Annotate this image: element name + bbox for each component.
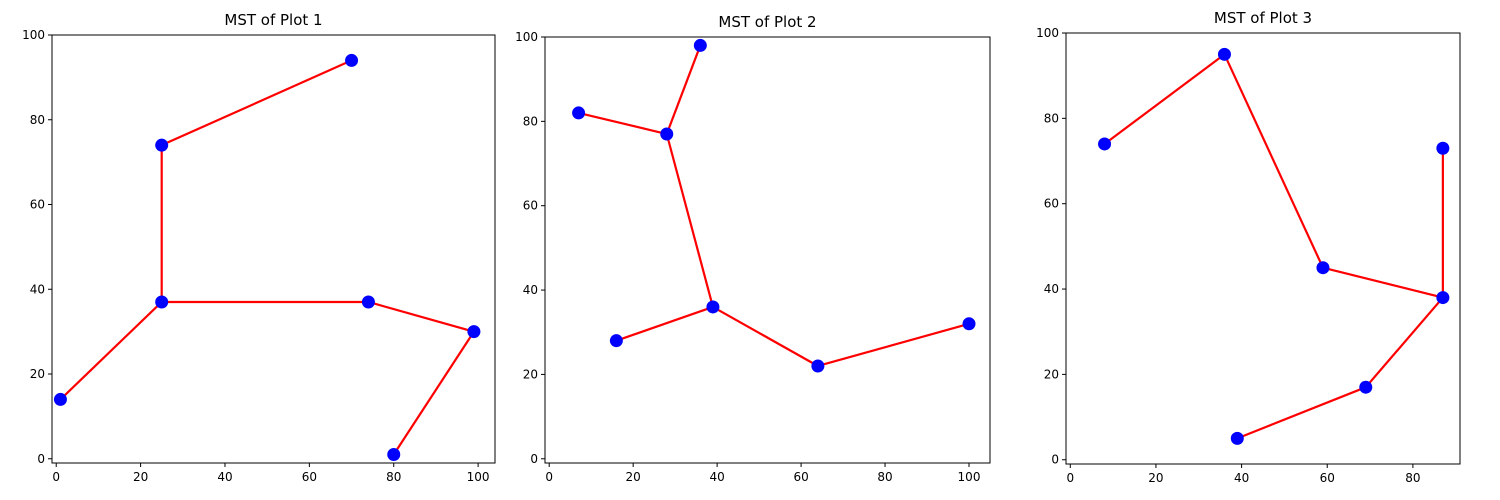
axes-frame <box>544 36 991 464</box>
x-tick-label: 20 <box>133 470 148 484</box>
x-tick-label: 60 <box>302 470 317 484</box>
x-tick-label: 40 <box>217 470 232 484</box>
mst-edge <box>665 45 702 135</box>
x-tick-label: 60 <box>793 470 808 484</box>
mst-edge <box>368 300 475 333</box>
mst-edge <box>1364 296 1444 388</box>
mst-edge <box>712 305 819 367</box>
y-tick-label: 40 <box>1044 282 1059 296</box>
data-point <box>1230 431 1244 445</box>
y-tick-label: 0 <box>37 452 45 466</box>
mst-edge <box>1322 266 1444 299</box>
y-tick-label: 0 <box>530 452 538 466</box>
x-tick-label: 20 <box>626 470 641 484</box>
x-tick-label: 40 <box>709 470 724 484</box>
x-tick-label: 80 <box>1405 471 1420 485</box>
x-tick-label: 100 <box>958 470 981 484</box>
mst-edge <box>392 331 475 456</box>
y-tick-label: 20 <box>523 367 538 381</box>
data-point <box>387 448 401 462</box>
x-tick-label: 80 <box>877 470 892 484</box>
y-tick-label: 80 <box>30 113 45 127</box>
x-tick-label: 0 <box>1066 471 1074 485</box>
mst-edge <box>1223 53 1324 269</box>
mst-edge <box>161 59 353 147</box>
x-tick-label: 0 <box>545 470 553 484</box>
mst-edge <box>817 322 970 368</box>
x-tick-label: 40 <box>1234 471 1249 485</box>
data-point <box>962 317 976 331</box>
chart-panel-3: MST of Plot 3 0 20 40 60 80 0 20 40 60 80 100 <box>1036 9 1461 485</box>
data-point <box>1436 141 1450 155</box>
x-tick-label: 0 <box>52 470 60 484</box>
data-point <box>693 38 707 52</box>
x-tick-label: 20 <box>1148 471 1163 485</box>
data-point <box>155 295 169 309</box>
y-tick-label: 20 <box>30 367 45 381</box>
chart-title: MST of Plot 2 <box>718 13 816 31</box>
data-point <box>1436 291 1450 305</box>
data-point <box>1098 137 1112 151</box>
y-tick-label: 100 <box>22 28 45 42</box>
y-tick-label: 60 <box>523 199 538 213</box>
x-tick-label: 100 <box>467 470 490 484</box>
chart-title: MST of Plot 3 <box>1214 9 1312 27</box>
y-tick-label: 80 <box>1044 111 1059 125</box>
data-point <box>361 295 375 309</box>
y-tick-label: 80 <box>523 114 538 128</box>
chart-panel-2: MST of Plot 2 0 20 40 60 80 100 0 20 40 60 80 100 <box>515 13 991 484</box>
y-tick-label: 60 <box>30 198 45 212</box>
axes-frame <box>51 34 496 464</box>
y-tick-label: 60 <box>1044 197 1059 211</box>
data-point <box>660 127 674 141</box>
mst-edge <box>1236 386 1367 440</box>
chart-title: MST of Plot 1 <box>224 11 322 29</box>
data-point <box>811 359 825 373</box>
data-point <box>467 325 481 339</box>
y-tick-label: 20 <box>1044 367 1059 381</box>
mst-edge <box>59 301 163 401</box>
mst-edge <box>616 305 714 342</box>
mst-edge <box>578 111 668 136</box>
y-tick-label: 100 <box>515 30 538 44</box>
y-tick-label: 40 <box>523 283 538 297</box>
axes-frame <box>1065 32 1461 465</box>
y-tick-label: 40 <box>30 282 45 296</box>
y-tick-label: 0 <box>1051 453 1059 467</box>
data-point <box>1359 380 1373 394</box>
data-point <box>1217 47 1231 61</box>
mst-edge <box>1103 53 1226 145</box>
x-tick-label: 80 <box>386 470 401 484</box>
y-tick-label: 100 <box>1036 26 1059 40</box>
data-point <box>53 392 67 406</box>
data-point <box>1316 261 1330 275</box>
mst-edge <box>665 133 714 308</box>
x-tick-label: 60 <box>1320 471 1335 485</box>
data-point <box>609 334 623 348</box>
data-point <box>155 138 169 152</box>
data-point <box>345 53 359 67</box>
data-point <box>706 300 720 314</box>
chart-panel-1: MST of Plot 1 0 20 40 60 80 100 0 20 40 60 80 100 <box>22 11 496 484</box>
data-point <box>572 106 586 120</box>
